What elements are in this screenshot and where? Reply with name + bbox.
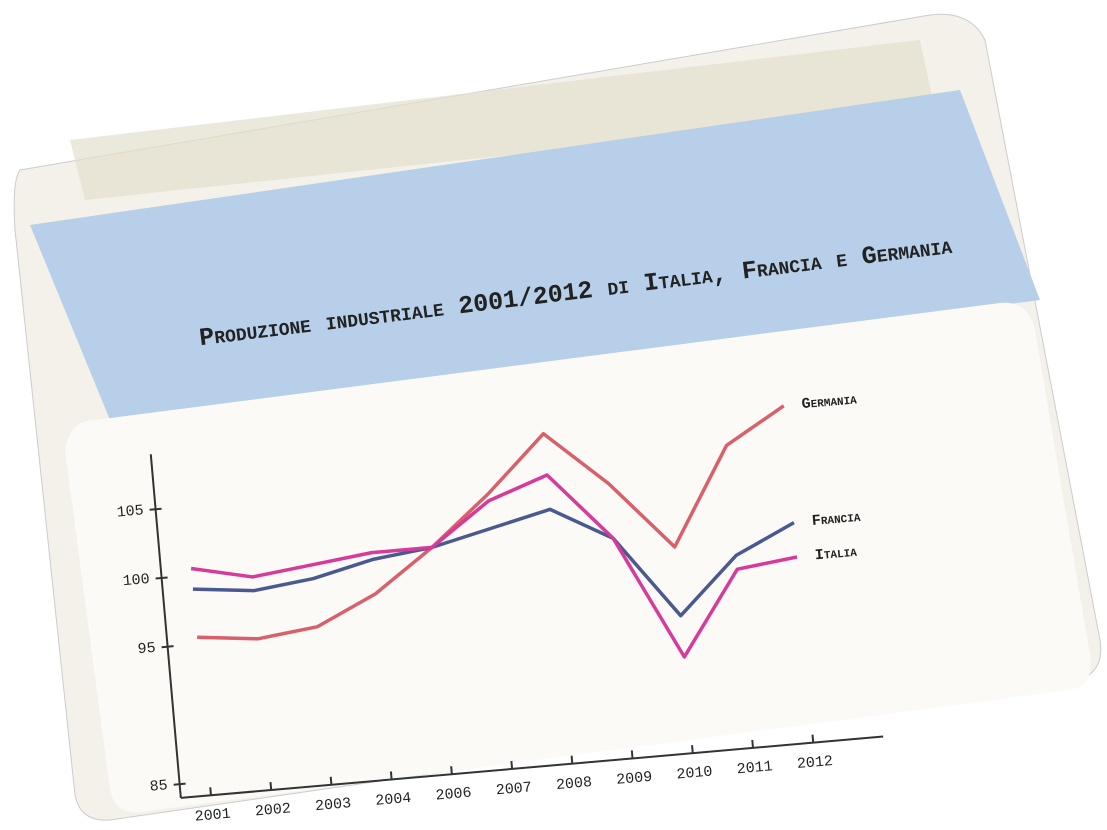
y-tick-label: 100 [122,571,150,590]
chart: 85 95 100 105 2001 2002 2003 2004 2006 2007 2008 20… [0,0,1107,830]
x-tick [572,756,573,764]
x-tick-label: 2008 [555,774,592,794]
x-tick-label: 2012 [796,753,833,773]
page: {"chart_data": {"type": "line", "title":… [0,0,1107,830]
x-tick-label: 2006 [435,785,472,805]
x-tick [632,750,633,758]
x-tick [813,735,814,743]
y-tick-label: 105 [116,502,144,521]
y-tick-label: 95 [137,640,156,659]
x-tick [752,740,753,748]
x-tick [331,777,332,785]
x-tick [511,761,512,769]
x-tick [692,745,693,753]
y-tick [174,784,186,785]
y-tick [150,509,162,510]
x-tick-label: 2003 [315,795,352,815]
x-tick [210,787,211,795]
x-tick-label: 2001 [194,806,231,826]
x-tick-label: 2002 [254,800,291,820]
y-tick-label: 85 [149,777,168,796]
x-tick [451,766,452,774]
x-tick-label: 2010 [676,763,713,783]
x-tick-label: 2004 [375,790,412,810]
y-tick [162,646,174,647]
x-tick-label: 2011 [736,758,773,778]
x-tick [391,772,392,780]
x-tick [270,782,271,790]
envelope [14,14,1101,820]
x-tick-label: 2007 [495,779,532,799]
x-tick-label: 2009 [616,769,653,789]
y-tick [156,577,168,578]
